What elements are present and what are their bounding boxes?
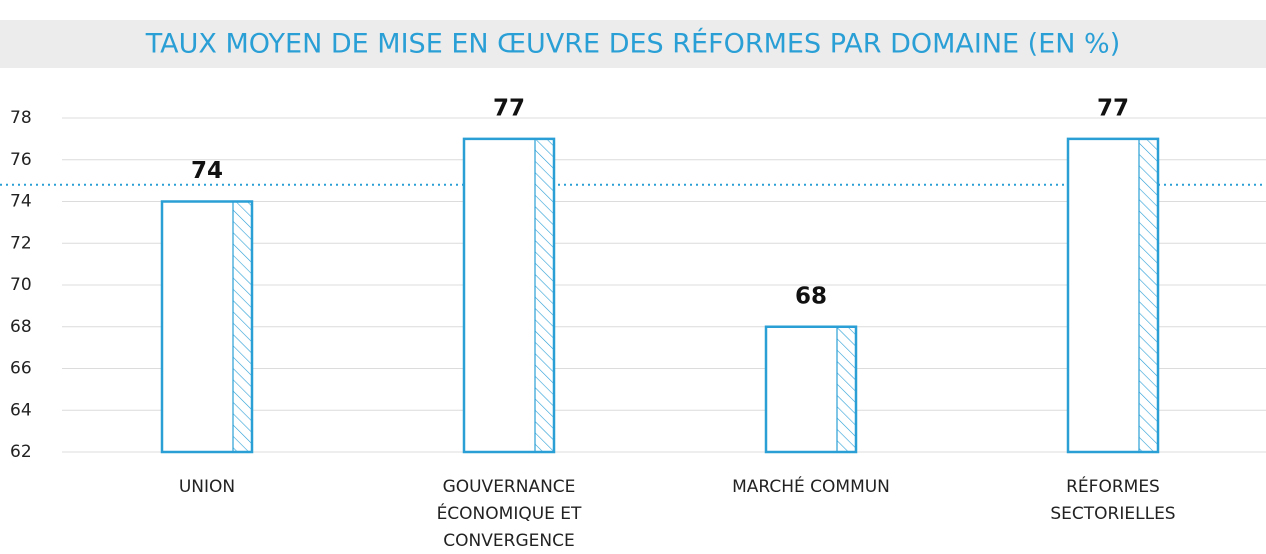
chart-title: TAUX MOYEN DE MISE EN ŒUVRE DES RÉFORMES… xyxy=(145,28,1121,60)
x-tick-label: UNION xyxy=(179,477,235,497)
y-tick-label: 78 xyxy=(10,108,32,128)
y-tick-label: 74 xyxy=(10,192,32,212)
x-tick-label: RÉFORMES SECTORIELLES xyxy=(1050,475,1175,524)
y-tick-label: 70 xyxy=(10,275,32,295)
bar-hatch xyxy=(534,138,555,453)
x-tick-label: MARCHÉ COMMUN xyxy=(732,475,890,497)
y-tick-label: 76 xyxy=(10,150,32,170)
bar-hatch xyxy=(232,200,253,453)
bar-hatch xyxy=(1138,138,1159,453)
value-label: 77 xyxy=(1097,95,1129,121)
bar-hatch xyxy=(836,326,857,453)
title-band xyxy=(0,20,1266,68)
y-tick-label: 66 xyxy=(10,359,32,379)
value-label: 68 xyxy=(795,283,827,309)
value-label: 77 xyxy=(493,95,525,121)
y-tick-label: 72 xyxy=(10,233,32,253)
y-tick-label: 62 xyxy=(10,442,32,462)
x-tick-label: GOUVERNANCE ÉCONOMIQUE ET CONVERGENCE xyxy=(437,477,582,551)
value-label: 74 xyxy=(191,158,223,184)
y-tick-label: 64 xyxy=(10,400,32,420)
y-tick-label: 68 xyxy=(10,317,32,337)
